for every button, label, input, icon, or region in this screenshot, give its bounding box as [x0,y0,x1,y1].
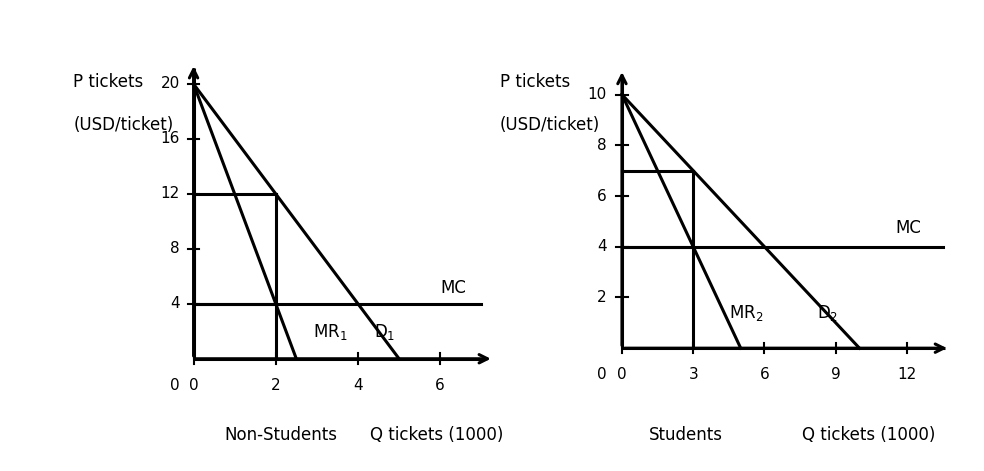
Text: 16: 16 [160,131,180,146]
Text: 2: 2 [597,290,607,305]
Text: 10: 10 [587,87,607,102]
Text: 6: 6 [760,366,769,382]
Text: (USD/ticket): (USD/ticket) [73,116,173,134]
Text: (USD/ticket): (USD/ticket) [500,116,600,134]
Text: 4: 4 [170,296,180,311]
Text: MR$_1$: MR$_1$ [313,322,347,342]
Text: 12: 12 [160,187,180,202]
Text: 20: 20 [160,76,180,91]
Text: 4: 4 [597,239,607,254]
Text: 0: 0 [597,366,607,382]
Text: 3: 3 [689,366,698,382]
Text: MC: MC [440,279,466,297]
Text: Non-Students: Non-Students [224,426,338,444]
Text: D$_2$: D$_2$ [817,303,838,323]
Text: 12: 12 [897,366,917,382]
Text: 6: 6 [597,188,607,203]
Text: D$_1$: D$_1$ [375,322,396,342]
Text: 6: 6 [435,378,445,393]
Text: 8: 8 [170,241,180,256]
Text: MC: MC [895,219,921,236]
Text: P tickets: P tickets [73,73,144,91]
Text: 2: 2 [271,378,280,393]
Text: 4: 4 [353,378,363,393]
Text: 0: 0 [617,366,627,382]
Text: 0: 0 [189,378,199,393]
Text: Students: Students [648,426,723,444]
Text: Q tickets (1000): Q tickets (1000) [370,426,504,444]
Text: 9: 9 [830,366,840,382]
Text: Q tickets (1000): Q tickets (1000) [802,426,935,444]
Text: 0: 0 [170,378,180,393]
Text: MR$_2$: MR$_2$ [729,303,764,323]
Text: P tickets: P tickets [500,73,570,91]
Text: 8: 8 [597,138,607,153]
